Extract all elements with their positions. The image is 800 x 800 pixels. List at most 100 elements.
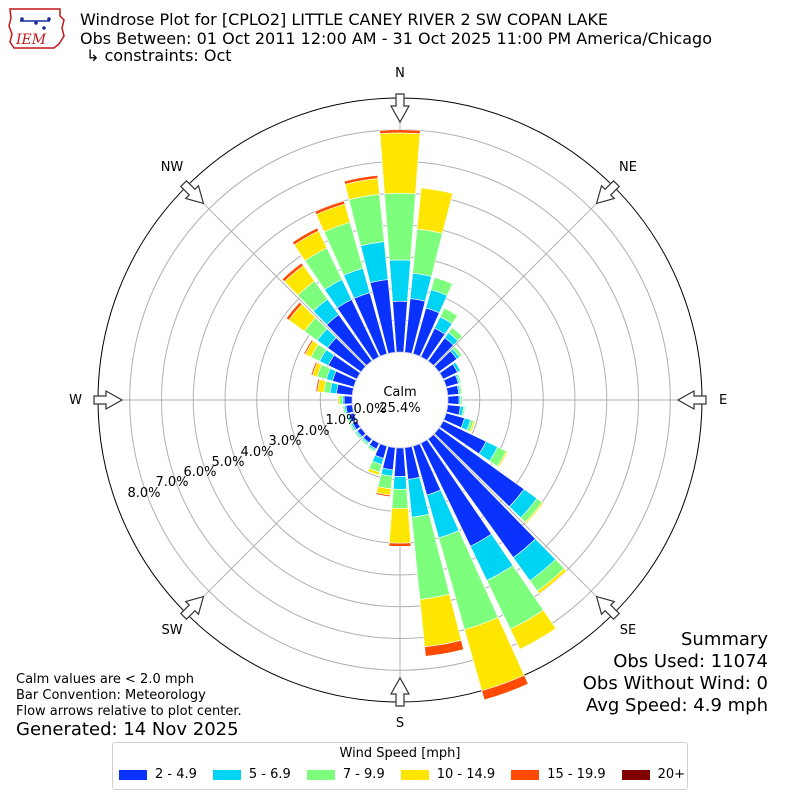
legend-label: 2 - 4.9: [155, 767, 197, 782]
compass-label-w: W: [69, 393, 82, 408]
legend-swatch: [212, 769, 241, 780]
windrose-bar-segment: [416, 187, 453, 234]
windrose-bar-segment: [388, 542, 412, 547]
windrose-bar-segment: [419, 593, 462, 648]
windrose-bar-segment: [345, 414, 351, 424]
radial-tick-label: 8.0%: [127, 486, 160, 501]
grid-spoke: [186, 186, 367, 367]
legend-item: 15 - 19.9: [511, 767, 606, 782]
windrose-bar-segment: [430, 277, 453, 296]
windrose-bar-segment: [389, 259, 411, 302]
windrose-bar-segment: [456, 373, 462, 384]
compass-arrow-nw: [179, 179, 205, 205]
windrose-bar-segment: [392, 476, 408, 490]
compass-arrow-w: [93, 389, 124, 411]
calm-label: Calm: [383, 385, 416, 400]
compass-arrow-sw: [179, 595, 205, 621]
windrose-bar-segment: [424, 639, 464, 657]
grid-spoke: [433, 433, 614, 614]
windrose-bar-segment: [536, 567, 567, 595]
windrose-bar-segment: [524, 501, 544, 524]
windrose-bar-segment: [285, 301, 303, 321]
compass-label-n: N: [395, 66, 405, 81]
compass-arrow-s: [389, 676, 411, 707]
windrose-bar-segment: [393, 447, 407, 477]
windrose-bar-segment: [409, 272, 432, 302]
windrose-bar-segment: [354, 431, 362, 440]
legend-label: 10 - 14.9: [436, 767, 496, 782]
windrose-bar-segment: [452, 361, 461, 373]
compass-label-nw: NW: [161, 160, 184, 175]
summary-title: Summary: [681, 629, 768, 650]
iem-logo: IEM: [6, 6, 68, 50]
radial-tick-label: 7.0%: [155, 475, 188, 490]
legend-item: 2 - 4.9: [119, 767, 197, 782]
windrose-bar-segment: [342, 405, 347, 415]
radial-tick-label: 5.0%: [211, 455, 244, 470]
windrose-bar-segment: [461, 406, 466, 417]
radial-tick-label: 2.0%: [296, 424, 329, 439]
legend-swatch: [400, 769, 429, 780]
windrose-bar-segment: [509, 609, 557, 650]
radial-tick-label: 4.0%: [240, 445, 273, 460]
legend-label: 20+: [657, 767, 686, 782]
windrose-bar-segment: [388, 507, 412, 544]
compass-arrows: [93, 93, 707, 707]
legend-item: 10 - 14.9: [400, 767, 496, 782]
compass-label-sw: SW: [161, 623, 182, 638]
legend-swatch: [511, 769, 540, 780]
windrose-bar-segment: [303, 339, 314, 355]
legend-title: Wind Speed [mph]: [339, 746, 461, 761]
legend-swatch: [306, 769, 335, 780]
windrose-bar-segment: [496, 450, 509, 468]
constraints-label: ↳ constraints: Oct: [86, 46, 232, 65]
compass-arrow-e: [676, 389, 707, 411]
compass-label-ne: NE: [619, 160, 637, 175]
windrose-bar-segment: [339, 395, 343, 405]
legend-item: 5 - 6.9: [212, 767, 291, 782]
legend-item: 7 - 9.9: [306, 767, 385, 782]
windrose-bar-segment: [452, 346, 463, 358]
compass-label-se: SE: [620, 623, 636, 638]
windrose-bar-segment: [281, 262, 304, 282]
windrose-bar-segment: [337, 395, 340, 405]
windrose-bar-segment: [391, 488, 409, 509]
radial-tick-label: 3.0%: [268, 434, 301, 449]
windrose-bars: [281, 129, 567, 701]
generated-date: Generated: 14 Nov 2025: [16, 719, 239, 740]
windrose-bar-segment: [384, 192, 416, 261]
windrose-bar-segment: [343, 174, 379, 185]
radial-tick-labels: 0.0%1.0%2.0%3.0%4.0%5.0%6.0%7.0%8.0%: [127, 402, 386, 501]
logo-text: IEM: [15, 32, 47, 48]
windrose-bar-segment: [469, 420, 476, 433]
windrose-bar-segment: [412, 228, 443, 277]
windrose-bar-segment: [446, 385, 460, 396]
windrose-bar-segment: [367, 467, 381, 476]
windrose-bar-segment: [314, 200, 346, 215]
compass-label-s: S: [396, 716, 404, 731]
legend-label: 15 - 19.9: [547, 767, 606, 782]
windrose-bar-segment: [392, 300, 408, 353]
windrose-bar-segment: [377, 473, 393, 490]
windrose-bar-segment: [310, 361, 318, 376]
windrose-bar-segment: [447, 395, 460, 405]
grid-spoke: [433, 186, 614, 367]
windrose-bar-segment: [379, 129, 421, 134]
windrose-bar-segment: [349, 423, 356, 432]
flow-note: Flow arrows relative to plot center.: [16, 704, 242, 719]
windrose-bar-segment: [315, 378, 321, 393]
legend-items: 2 - 4.9 5 - 6.9 7 - 9.9 10 - 14.9 15 - 19.9 2…: [119, 767, 685, 782]
compass-arrow-ne: [595, 179, 621, 205]
calm-value: 25.4%: [379, 401, 420, 416]
chart-title: Windrose Plot for [CPLO2] LITTLE CANEY R…: [80, 10, 609, 29]
compass-arrow-se: [595, 595, 621, 621]
legend-label: 7 - 9.9: [342, 767, 385, 782]
legend-swatch: [621, 769, 650, 780]
legend-swatch: [119, 769, 147, 780]
windrose-bar-segment: [460, 395, 463, 405]
legend: Wind Speed [mph] 2 - 4.9 5 - 6.9 7 - 9.9 10…: [112, 742, 688, 790]
calm-disc: [353, 353, 447, 447]
legend-label: 5 - 6.9: [248, 767, 291, 782]
summary-avg-speed: Avg Speed: 4.9 mph: [586, 695, 768, 716]
windrose-bar-segment: [375, 492, 391, 498]
